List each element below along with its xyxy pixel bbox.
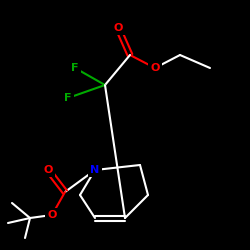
- Text: O: O: [113, 23, 123, 33]
- Text: F: F: [71, 63, 79, 73]
- Text: O: O: [150, 63, 160, 73]
- Text: F: F: [64, 93, 72, 103]
- Text: N: N: [90, 165, 100, 175]
- Text: O: O: [43, 165, 53, 175]
- Text: O: O: [47, 210, 57, 220]
